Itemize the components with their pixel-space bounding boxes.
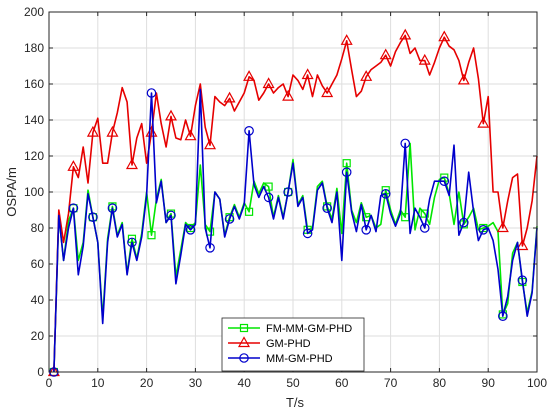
- data-point-marker: [517, 275, 528, 285]
- series-line: [53, 34, 538, 373]
- legend-marker: [239, 353, 249, 363]
- data-point-marker: [125, 158, 138, 170]
- data-point-marker: [106, 125, 119, 137]
- data-point-marker: [380, 189, 391, 199]
- series-layer: [47, 28, 538, 377]
- y-tick-label: 20: [31, 329, 45, 343]
- data-point-marker: [68, 203, 79, 213]
- x-tick-label: 50: [286, 376, 300, 390]
- x-tick-label: 30: [189, 376, 203, 390]
- data-point-marker: [342, 159, 351, 168]
- data-point-marker: [127, 237, 137, 248]
- data-point-marker: [205, 243, 215, 253]
- data-point-marker: [264, 182, 273, 191]
- data-point-marker: [243, 70, 256, 81]
- x-tick-label: 80: [433, 376, 447, 390]
- data-point-marker: [438, 30, 451, 42]
- plot-frame: [48, 11, 538, 373]
- data-point-marker: [283, 187, 293, 197]
- data-point-marker: [477, 116, 490, 128]
- x-tick-label: 20: [140, 376, 154, 390]
- data-point-marker: [418, 53, 431, 65]
- legend-label: FM-MM-GM-PHD: [266, 323, 352, 335]
- legend: FM-MM-GM-PHD GM-PHD MM-GM-PHD: [221, 317, 365, 372]
- data-point-marker: [86, 125, 99, 137]
- data-point-marker: [457, 73, 470, 85]
- y-tick-label: 180: [24, 41, 44, 55]
- x-tick-label: 10: [91, 376, 105, 390]
- data-point-marker: [164, 109, 178, 121]
- x-tick-label: 60: [335, 376, 349, 390]
- data-point-marker: [262, 77, 275, 89]
- data-point-marker: [224, 214, 235, 224]
- data-point-marker: [419, 223, 430, 233]
- data-point-marker: [88, 212, 98, 222]
- series-gm-phd: [47, 28, 538, 377]
- y-tick-label: 160: [24, 77, 44, 91]
- data-point-marker: [420, 209, 429, 218]
- data-point-marker: [458, 217, 469, 228]
- legend-item: GM-PHD: [228, 336, 311, 350]
- data-point-marker: [263, 192, 274, 203]
- data-point-marker: [496, 221, 509, 233]
- y-tick-label: 100: [24, 185, 44, 199]
- legend-label: MM-GM-PHD: [266, 353, 333, 365]
- data-point-marker: [302, 228, 313, 239]
- data-point-marker: [340, 34, 353, 45]
- data-point-marker: [67, 160, 80, 171]
- tick-labels: 0 10 20 30 40 50 60 70 80 90 100 0 20 40 60 80 100 120 140…: [24, 5, 547, 390]
- y-axis-label: OSPA/m: [4, 167, 19, 217]
- legend-marker: [239, 323, 249, 333]
- data-point-marker: [341, 167, 352, 177]
- data-point-marker: [244, 126, 254, 136]
- legend-item: MM-GM-PHD: [228, 353, 333, 365]
- legend-item: FM-MM-GM-PHD: [228, 323, 352, 335]
- data-point-marker: [361, 225, 371, 235]
- data-point-marker: [223, 91, 236, 103]
- data-point-marker: [516, 239, 529, 251]
- y-tick-label: 0: [37, 365, 44, 379]
- data-point-marker: [282, 89, 295, 101]
- series-mm-gm-phd: [49, 88, 538, 377]
- y-tick-label: 40: [31, 293, 45, 307]
- data-point-marker: [322, 203, 332, 213]
- data-point-marker: [166, 210, 176, 221]
- data-point-marker: [147, 231, 156, 240]
- x-tick-label: 90: [482, 376, 496, 390]
- data-point-marker: [107, 203, 118, 213]
- y-tick-label: 140: [24, 113, 44, 127]
- x-tick-label: 40: [238, 376, 252, 390]
- data-point-marker: [478, 225, 489, 235]
- data-point-marker: [498, 311, 508, 321]
- y-tick-label: 80: [31, 221, 45, 235]
- data-point-marker: [399, 28, 412, 40]
- data-point-marker: [146, 88, 157, 98]
- data-point-marker: [301, 68, 314, 80]
- x-tick-label: 100: [527, 376, 547, 390]
- data-point-marker: [321, 86, 334, 98]
- data-point-marker: [47, 365, 60, 377]
- y-tick-label: 120: [24, 149, 44, 163]
- data-point-marker: [185, 225, 196, 235]
- data-point-marker: [204, 138, 217, 150]
- data-point-marker: [439, 176, 450, 186]
- data-point-marker: [244, 207, 254, 216]
- y-tick-label: 60: [31, 257, 45, 271]
- series-line: [53, 88, 538, 373]
- x-tick-label: 0: [46, 376, 53, 390]
- legend-marker: [237, 336, 251, 348]
- legend-label: GM-PHD: [266, 338, 311, 350]
- y-tick-label: 200: [24, 5, 44, 19]
- data-point-marker: [184, 129, 197, 141]
- x-tick-label: 70: [384, 376, 398, 390]
- data-point-marker: [360, 70, 373, 81]
- data-point-marker: [379, 48, 392, 60]
- x-axis-label: T/s: [286, 395, 305, 410]
- data-point-marker: [400, 138, 411, 149]
